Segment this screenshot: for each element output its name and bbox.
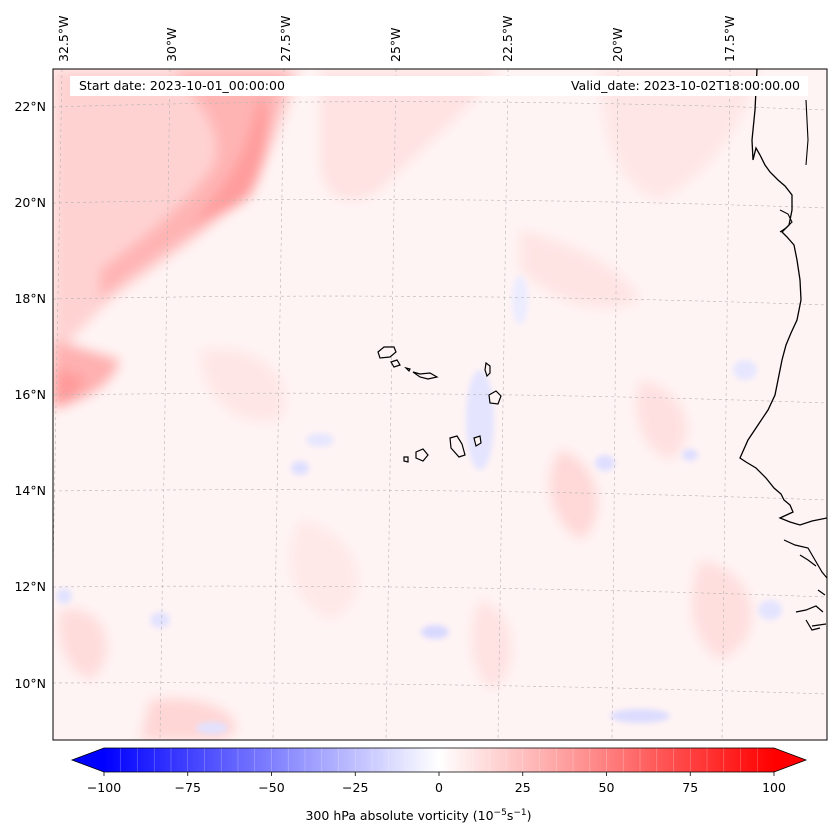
vorticity-field — [53, 69, 827, 740]
colorbar-title-exp2: −1 — [513, 808, 527, 818]
lon-label: 32.5°W — [56, 16, 71, 62]
colorbar-tick-label: 75 — [682, 780, 698, 795]
meridian-30W — [159, 69, 171, 740]
island-boa-vista — [488, 390, 502, 405]
colorbar-title-exp1: −5 — [493, 808, 507, 818]
island-sal — [484, 361, 491, 378]
parallel-12N — [53, 585, 827, 598]
colorbar-title: 300 hPa absolute vorticity (10−5s−1) — [0, 808, 837, 823]
meridian-20W — [611, 69, 619, 740]
island-santiago — [449, 435, 466, 458]
colorbar-title-mid: s — [506, 808, 514, 824]
lat-label: 10°N — [14, 676, 46, 691]
longitude-labels: 32.5°W 30°W 27.5°W 25°W 22.5°W 20°W 17.5… — [56, 16, 737, 62]
colorbar-tick-label: 50 — [599, 780, 615, 795]
lon-label: 27.5°W — [278, 16, 293, 62]
lat-label: 18°N — [14, 291, 46, 306]
start-date-label: Start date: 2023-10-01_00:00:00 — [79, 78, 285, 93]
meridian-25W — [385, 69, 397, 740]
colorbar-level-lines — [120, 748, 758, 772]
cape-verde-islands — [377, 346, 502, 463]
colorbar-tick-label: 0 — [435, 780, 443, 795]
island-santo-antao — [377, 346, 397, 359]
lon-label: 25°W — [388, 27, 403, 62]
lat-label: 12°N — [14, 579, 46, 594]
parallel-16N — [53, 392, 827, 404]
colorbar-body — [104, 748, 774, 772]
lon-label: 22.5°W — [500, 16, 515, 62]
island-maio — [473, 435, 482, 447]
colorbar-high-extension — [774, 748, 806, 772]
lat-label: 22°N — [14, 99, 46, 114]
parallel-20N — [53, 199, 827, 209]
island-brava — [403, 456, 409, 463]
island-sao-vicente — [390, 359, 401, 368]
latitude-labels: 22°N 20°N 18°N 16°N 14°N 12°N 10°N — [14, 99, 46, 691]
lat-label: 14°N — [14, 483, 46, 498]
lat-label: 16°N — [14, 387, 46, 402]
lon-label: 20°W — [610, 27, 625, 62]
colorbar-tick-label: −25 — [342, 780, 368, 795]
colorbar-tick-label: 100 — [762, 780, 786, 795]
africa-coastline — [739, 69, 827, 526]
graticule — [53, 69, 827, 740]
parallel-22N — [53, 101, 827, 111]
lon-label: 17.5°W — [722, 16, 737, 62]
colorbar-tick-label: 25 — [515, 780, 531, 795]
parallel-10N — [53, 682, 827, 695]
senegal-estuary — [779, 99, 809, 233]
africa-coastline-south — [783, 539, 827, 631]
valid-date-label: Valid_date: 2023-10-02T18:00:00.00 — [570, 78, 800, 93]
island-santa-luzia — [404, 366, 411, 373]
colorbar-tick-label: −75 — [175, 780, 201, 795]
header-strip — [70, 76, 808, 96]
meridian-22.5W — [497, 69, 509, 740]
island-sao-nicolau — [412, 371, 439, 380]
parallel-14N — [53, 489, 827, 501]
meridian-17.5W — [721, 69, 731, 740]
colorbar-ticks: −100 −75 −50 −25 0 25 50 75 100 — [87, 772, 786, 795]
colorbar-title-main: 300 hPa absolute vorticity (10 — [305, 808, 494, 824]
map-frame — [52, 68, 828, 741]
colorbar-tick-label: −100 — [87, 780, 121, 795]
island-fogo — [415, 448, 429, 462]
colorbar-title-end: ) — [526, 808, 532, 824]
positive-vorticity-band — [53, 69, 760, 740]
colorbar-low-extension — [72, 748, 104, 772]
colorbar-tick-label: −50 — [258, 780, 284, 795]
colorbar: −100 −75 −50 −25 0 25 50 75 100 — [70, 747, 808, 795]
negative-vorticity-patches — [56, 275, 782, 734]
parallel-18N — [53, 295, 827, 306]
lon-label: 30°W — [164, 27, 179, 62]
lat-label: 20°N — [14, 195, 46, 210]
meridian-27.5W — [272, 69, 285, 740]
